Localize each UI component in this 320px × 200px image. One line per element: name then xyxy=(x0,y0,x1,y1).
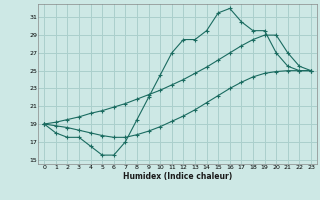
X-axis label: Humidex (Indice chaleur): Humidex (Indice chaleur) xyxy=(123,172,232,181)
